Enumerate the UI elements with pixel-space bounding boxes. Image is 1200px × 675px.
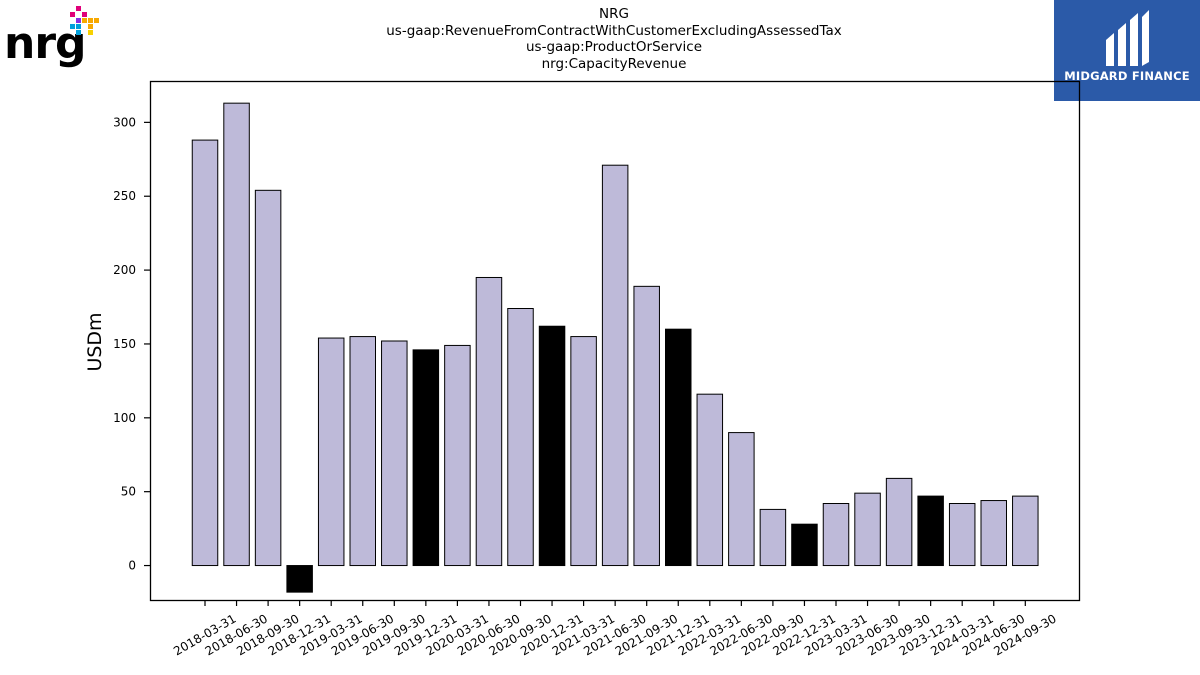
nrg-logo: nrg (4, 4, 108, 74)
y-axis-label: USDm (84, 312, 106, 371)
chart-title: NRG us-gaap:RevenueFromContractWithCusto… (300, 6, 928, 72)
bar-2019-03-31 (317, 337, 345, 567)
bar-2022-09-30 (759, 508, 787, 567)
chart-title-line-2: us-gaap:RevenueFromContractWithCustomerE… (386, 22, 842, 39)
midgard-finance-logo: MIDGARD FINANCE (1054, 0, 1200, 101)
midgard-emblem-icon (1106, 10, 1149, 66)
y-tick-label: 50 (121, 485, 136, 499)
nrg-cross-mark-icon (70, 6, 99, 35)
bar-2021-09-30 (633, 285, 660, 567)
bar-2022-12-31 (791, 523, 818, 567)
bar-2023-09-30 (885, 477, 913, 567)
chart-title-line-4: nrg:CapacityRevenue (541, 55, 687, 72)
y-tick-label: 200 (113, 263, 136, 277)
midgard-wordmark: MIDGARD FINANCE (1064, 69, 1190, 83)
bar-2023-03-31 (822, 503, 850, 567)
bar-2019-09-30 (381, 340, 408, 567)
y-tick-label: 100 (113, 411, 136, 425)
bar-2024-06-30 (980, 500, 1007, 567)
y-tick-label: 150 (113, 337, 136, 351)
bar-2024-03-31 (948, 503, 976, 567)
bar-2021-12-31 (665, 328, 692, 567)
bar-2018-12-31 (286, 565, 313, 593)
y-tick-label: 300 (113, 115, 136, 129)
bar-2021-03-31 (570, 336, 597, 567)
bar-2018-09-30 (254, 189, 282, 567)
y-axis: 0 50 100 150 200 250 300 (113, 115, 150, 573)
plot-frame (149, 80, 1081, 602)
bar-2022-03-31 (696, 393, 724, 567)
bar-2020-09-30 (507, 308, 534, 567)
bars-layer (191, 102, 1039, 593)
bar-2023-12-31 (917, 495, 944, 567)
bar-2018-03-31 (191, 139, 219, 567)
bar-2023-06-30 (854, 492, 881, 567)
bar-2018-06-30 (223, 102, 250, 567)
bar-2019-12-31 (412, 349, 440, 567)
bar-2019-06-30 (349, 336, 376, 567)
bar-2022-06-30 (728, 432, 755, 567)
bar-2020-12-31 (538, 325, 566, 567)
x-axis: 2018-03-312018-06-302018-09-302018-12-31… (171, 601, 1059, 658)
bar-2024-09-30 (1012, 495, 1039, 567)
bar-2020-03-31 (444, 344, 471, 567)
chart-title-line-3: us-gaap:ProductOrService (525, 39, 703, 56)
chart-title-line-1: NRG (599, 6, 629, 22)
bar-2021-06-30 (601, 164, 629, 567)
y-tick-label: 0 (128, 559, 136, 573)
y-tick-label: 250 (113, 189, 136, 203)
bar-2020-06-30 (475, 276, 503, 567)
